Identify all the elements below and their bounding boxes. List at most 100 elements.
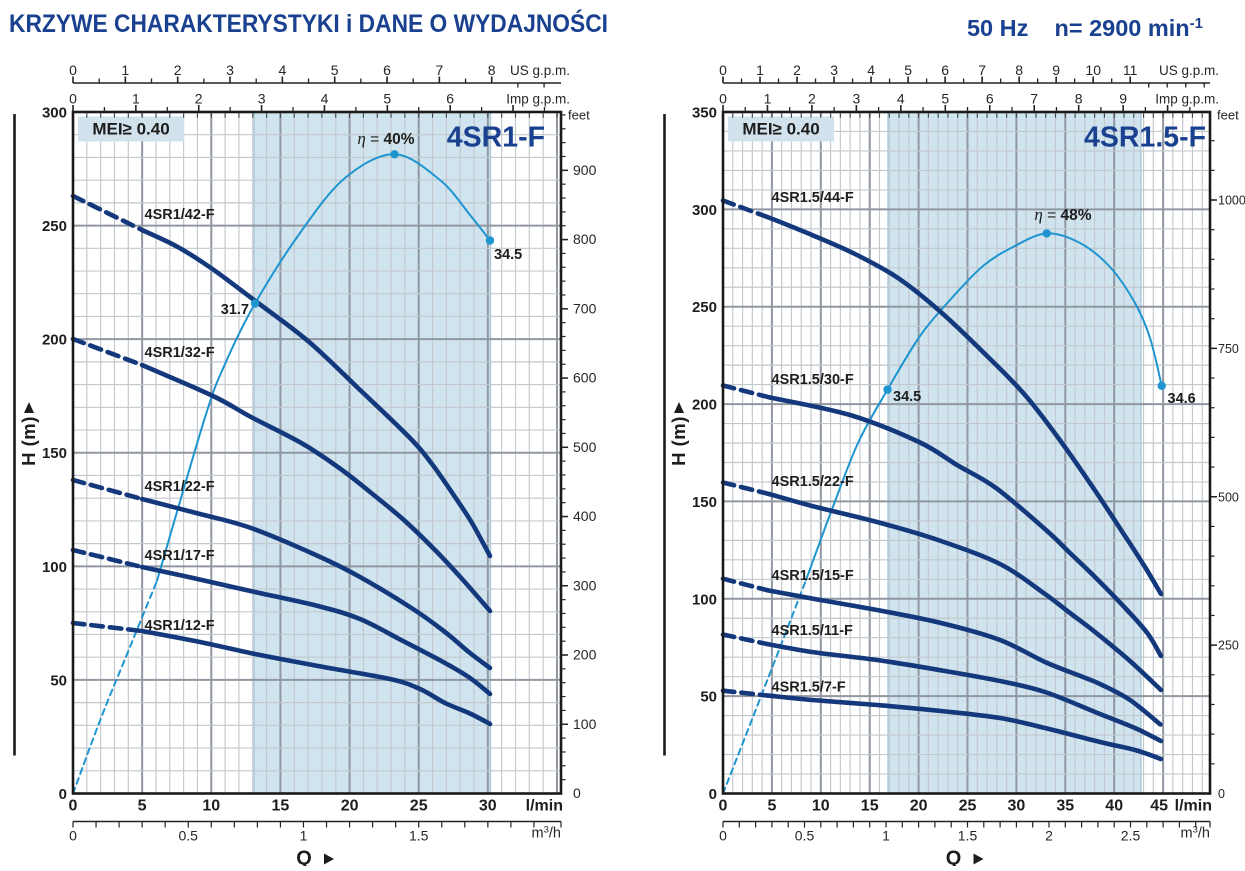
svg-text:4SR1/12-F: 4SR1/12-F	[145, 618, 215, 634]
svg-text:4SR1.5/30-F: 4SR1.5/30-F	[772, 372, 854, 388]
svg-text:300: 300	[692, 202, 717, 219]
svg-text:0: 0	[59, 786, 67, 803]
svg-text:Q: Q	[296, 848, 312, 867]
svg-text:2: 2	[793, 62, 801, 78]
svg-text:400: 400	[573, 508, 597, 524]
svg-text:8: 8	[488, 62, 496, 78]
svg-text:7: 7	[1030, 91, 1038, 107]
svg-text:11: 11	[1123, 62, 1138, 78]
svg-text:500: 500	[573, 439, 597, 455]
svg-text:6: 6	[446, 91, 454, 107]
svg-text:1: 1	[300, 828, 308, 844]
svg-text:7: 7	[978, 62, 986, 78]
svg-text:Imp g.p.m.: Imp g.p.m.	[506, 92, 570, 107]
svg-text:25: 25	[410, 798, 428, 815]
svg-text:0.5: 0.5	[178, 828, 198, 844]
svg-text:8: 8	[1075, 91, 1083, 107]
svg-text:Imp g.p.m.: Imp g.p.m.	[1155, 92, 1219, 107]
svg-text:500: 500	[1218, 490, 1239, 504]
svg-text:2.5: 2.5	[1121, 828, 1141, 844]
svg-text:35: 35	[1056, 798, 1074, 815]
svg-text:6: 6	[383, 62, 391, 78]
svg-text:700: 700	[573, 300, 597, 316]
svg-text:0: 0	[69, 91, 77, 107]
svg-text:15: 15	[861, 798, 879, 815]
svg-text:2: 2	[174, 62, 182, 78]
svg-text:2: 2	[1045, 828, 1053, 844]
svg-text:5: 5	[331, 62, 339, 78]
svg-text:4SR1/32-F: 4SR1/32-F	[145, 345, 215, 361]
svg-text:0: 0	[69, 62, 77, 78]
svg-text:250: 250	[692, 299, 717, 316]
svg-text:KRZYWE CHARAKTERYSTYKI i DANE: KRZYWE CHARAKTERYSTYKI i DANE O WYDAJNOŚ…	[9, 8, 608, 38]
svg-text:1: 1	[764, 91, 772, 107]
svg-text:6: 6	[941, 62, 949, 78]
svg-text:feet: feet	[1217, 108, 1239, 123]
svg-text:4: 4	[867, 62, 875, 78]
svg-text:100: 100	[42, 559, 67, 576]
svg-text:Q: Q	[946, 848, 962, 867]
svg-text:1.5: 1.5	[958, 828, 978, 844]
svg-text:5: 5	[767, 798, 776, 815]
svg-text:6: 6	[986, 91, 994, 107]
svg-text:50 Hz n= 2900 min-1: 50 Hz n= 2900 min-1	[967, 15, 1203, 41]
svg-text:4SR1-F: 4SR1-F	[447, 122, 545, 154]
svg-text:150: 150	[42, 445, 67, 462]
svg-text:200: 200	[573, 647, 597, 663]
svg-text:H (m): H (m)	[18, 416, 39, 466]
svg-text:1: 1	[756, 62, 764, 78]
svg-text:l/min: l/min	[526, 798, 563, 815]
svg-text:H (m): H (m)	[668, 416, 689, 466]
svg-text:m3/h: m3/h	[532, 825, 561, 842]
svg-text:0: 0	[719, 91, 727, 107]
svg-text:4SR1/42-F: 4SR1/42-F	[145, 207, 215, 223]
svg-text:10: 10	[202, 798, 220, 815]
svg-text:10: 10	[812, 798, 830, 815]
svg-text:7: 7	[436, 62, 444, 78]
svg-text:4: 4	[279, 62, 287, 78]
svg-text:3: 3	[830, 62, 838, 78]
svg-text:200: 200	[692, 397, 717, 414]
svg-text:4SR1/22-F: 4SR1/22-F	[145, 479, 215, 495]
svg-text:MEI≥ 0.40: MEI≥ 0.40	[742, 120, 819, 139]
svg-text:10: 10	[1085, 62, 1101, 78]
svg-text:MEI≥ 0.40: MEI≥ 0.40	[92, 120, 169, 139]
svg-text:η = 48%: η = 48%	[1034, 205, 1091, 224]
svg-text:0.5: 0.5	[795, 828, 815, 844]
svg-text:1: 1	[121, 62, 129, 78]
svg-text:1: 1	[882, 828, 890, 844]
svg-text:0: 0	[1218, 787, 1225, 801]
svg-text:9: 9	[1119, 91, 1127, 107]
svg-text:100: 100	[573, 716, 597, 732]
svg-text:200: 200	[42, 332, 67, 349]
svg-text:4SR1.5/11-F: 4SR1.5/11-F	[772, 623, 854, 639]
svg-text:4SR1.5-F: 4SR1.5-F	[1084, 122, 1206, 154]
svg-text:900: 900	[573, 162, 597, 178]
svg-text:4SR1.5/44-F: 4SR1.5/44-F	[772, 190, 854, 206]
svg-text:η = 40%: η = 40%	[357, 129, 414, 148]
svg-text:34.6: 34.6	[1168, 391, 1196, 407]
svg-text:50: 50	[50, 672, 67, 689]
svg-text:0: 0	[719, 828, 727, 844]
svg-text:45: 45	[1150, 798, 1168, 815]
svg-text:0: 0	[709, 786, 717, 803]
svg-text:3: 3	[226, 62, 234, 78]
svg-text:34.5: 34.5	[893, 389, 921, 405]
svg-text:250: 250	[1218, 639, 1239, 653]
svg-text:350: 350	[692, 105, 717, 122]
svg-text:0: 0	[719, 798, 728, 815]
svg-text:750: 750	[1218, 342, 1239, 356]
svg-text:5: 5	[383, 91, 391, 107]
svg-text:4SR1.5/22-F: 4SR1.5/22-F	[772, 474, 854, 490]
svg-text:34.5: 34.5	[494, 247, 522, 263]
svg-text:m3/h: m3/h	[1181, 825, 1210, 842]
svg-text:4SR1.5/7-F: 4SR1.5/7-F	[772, 680, 846, 696]
svg-text:0: 0	[69, 798, 78, 815]
svg-text:5: 5	[941, 91, 949, 107]
svg-text:2: 2	[195, 91, 203, 107]
svg-text:4: 4	[897, 91, 905, 107]
svg-text:20: 20	[910, 798, 928, 815]
svg-text:5: 5	[138, 798, 147, 815]
svg-text:2: 2	[808, 91, 816, 107]
svg-text:250: 250	[42, 218, 67, 235]
